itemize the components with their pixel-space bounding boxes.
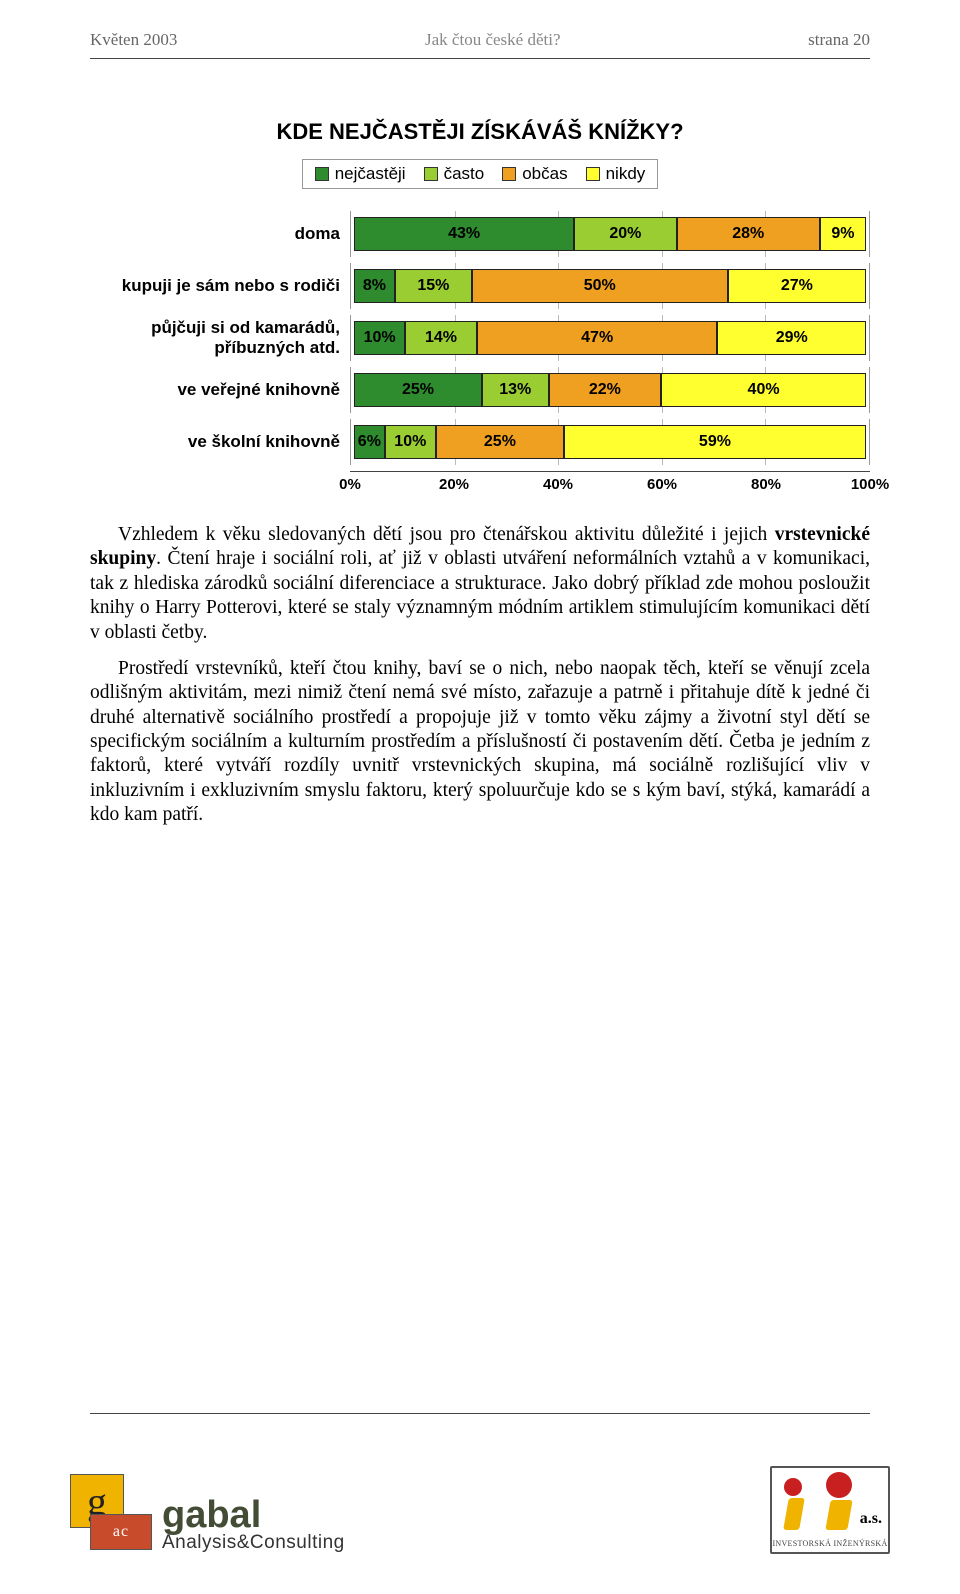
bar-segment: 50% — [472, 269, 728, 303]
row-label: ve školní knihovně — [90, 432, 350, 452]
legend-item: občas — [502, 164, 567, 184]
row-label: půjčuji si od kamarádů, příbuzných atd. — [90, 318, 350, 357]
header-right: strana 20 — [808, 30, 870, 50]
axis-tick: 60% — [647, 476, 677, 493]
legend-label: často — [444, 164, 485, 184]
bold-phrase: vrstevnické skupiny — [90, 524, 870, 569]
chart-row: kupuji je sám nebo s rodiči8%15%50%27% — [90, 263, 870, 309]
bar-segment: 13% — [482, 373, 549, 407]
bar-segment: 6% — [354, 425, 385, 459]
row-label: doma — [90, 224, 350, 244]
legend-swatch-icon — [315, 167, 329, 181]
gac-mark-icon: g ac — [70, 1474, 150, 1554]
bar-segment: 25% — [436, 425, 564, 459]
legend-label: nejčastěji — [335, 164, 406, 184]
bar-cage: 10%14%47%29% — [350, 315, 870, 361]
bar-segment: 27% — [728, 269, 866, 303]
legend-swatch-icon — [424, 167, 438, 181]
bottom-rule — [90, 1413, 870, 1414]
bar-cage: 6%10%25%59% — [350, 419, 870, 465]
header-center: Jak čtou české děti? — [425, 30, 560, 50]
bar-segment: 25% — [354, 373, 482, 407]
bar-cage: 43%20%28%9% — [350, 211, 870, 257]
header-left: Květen 2003 — [90, 30, 177, 50]
legend-item: nejčastěji — [315, 164, 406, 184]
axis-tick: 40% — [543, 476, 573, 493]
chart: KDE NEJČASTĚJI ZÍSKÁVÁŠ KNÍŽKY? nejčastě… — [90, 119, 870, 495]
row-label: kupuji je sám nebo s rodiči — [90, 276, 350, 296]
ii-as: a.s. — [860, 1510, 882, 1528]
bar-segment: 47% — [477, 321, 718, 355]
gabal-logo: g ac gabal Analysis&Consulting — [70, 1474, 345, 1554]
bar-segment: 28% — [677, 217, 820, 251]
chart-row: půjčuji si od kamarádů, příbuzných atd.1… — [90, 315, 870, 361]
footer: g ac gabal Analysis&Consulting a.s. INVE… — [70, 1466, 890, 1554]
legend-item: nikdy — [586, 164, 646, 184]
legend-label: nikdy — [606, 164, 646, 184]
bar-segment: 22% — [549, 373, 662, 407]
chart-row: doma43%20%28%9% — [90, 211, 870, 257]
gabal-name: gabal — [162, 1498, 345, 1532]
gabal-sub: Analysis&Consulting — [162, 1532, 345, 1554]
bar-cage: 25%13%22%40% — [350, 367, 870, 413]
page-header: Květen 2003 Jak čtou české děti? strana … — [90, 30, 870, 50]
chart-legend: nejčastěji často občas nikdy — [302, 159, 659, 189]
ii-stem1-icon — [783, 1498, 805, 1530]
ii-sub: INVESTORSKÁ INŽENÝRSKÁ — [772, 1539, 888, 1548]
axis-tick: 20% — [439, 476, 469, 493]
chart-axis-row: 0%20%40%60%80%100% — [90, 471, 870, 495]
paragraph: Vzhledem k věku sledovaných dětí jsou pr… — [90, 523, 870, 645]
bar-segment: 40% — [661, 373, 866, 407]
bar-segment: 29% — [717, 321, 865, 355]
axis-tick: 100% — [851, 476, 889, 493]
row-label: ve veřejné knihovně — [90, 380, 350, 400]
axis-tick: 80% — [751, 476, 781, 493]
bar-segment: 20% — [574, 217, 676, 251]
ii-logo: a.s. INVESTORSKÁ INŽENÝRSKÁ — [770, 1466, 890, 1554]
ii-dot2-icon — [826, 1472, 852, 1498]
chart-row: ve školní knihovně6%10%25%59% — [90, 419, 870, 465]
bar-segment: 14% — [405, 321, 477, 355]
chart-x-axis: 0%20%40%60%80%100% — [350, 471, 870, 495]
legend-label: občas — [522, 164, 567, 184]
ii-dot-icon — [784, 1478, 802, 1496]
legend-item: často — [424, 164, 485, 184]
bar-segment: 43% — [354, 217, 574, 251]
bar-segment: 9% — [820, 217, 866, 251]
chart-title: KDE NEJČASTĚJI ZÍSKÁVÁŠ KNÍŽKY? — [90, 119, 870, 145]
bar-segment: 59% — [564, 425, 866, 459]
bar-cage: 8%15%50%27% — [350, 263, 870, 309]
legend-swatch-icon — [586, 167, 600, 181]
paragraph: Prostředí vrstevníků, kteří čtou knihy, … — [90, 657, 870, 828]
bar-segment: 15% — [395, 269, 472, 303]
bar-segment: 10% — [385, 425, 436, 459]
bar-segment: 10% — [354, 321, 405, 355]
legend-swatch-icon — [502, 167, 516, 181]
bar-segment: 8% — [354, 269, 395, 303]
axis-tick: 0% — [339, 476, 361, 493]
ii-stem2-icon — [825, 1500, 852, 1530]
gac-ac: ac — [113, 1523, 129, 1541]
body-text: Vzhledem k věku sledovaných dětí jsou pr… — [90, 523, 870, 828]
chart-row: ve veřejné knihovně25%13%22%40% — [90, 367, 870, 413]
top-rule — [90, 58, 870, 59]
